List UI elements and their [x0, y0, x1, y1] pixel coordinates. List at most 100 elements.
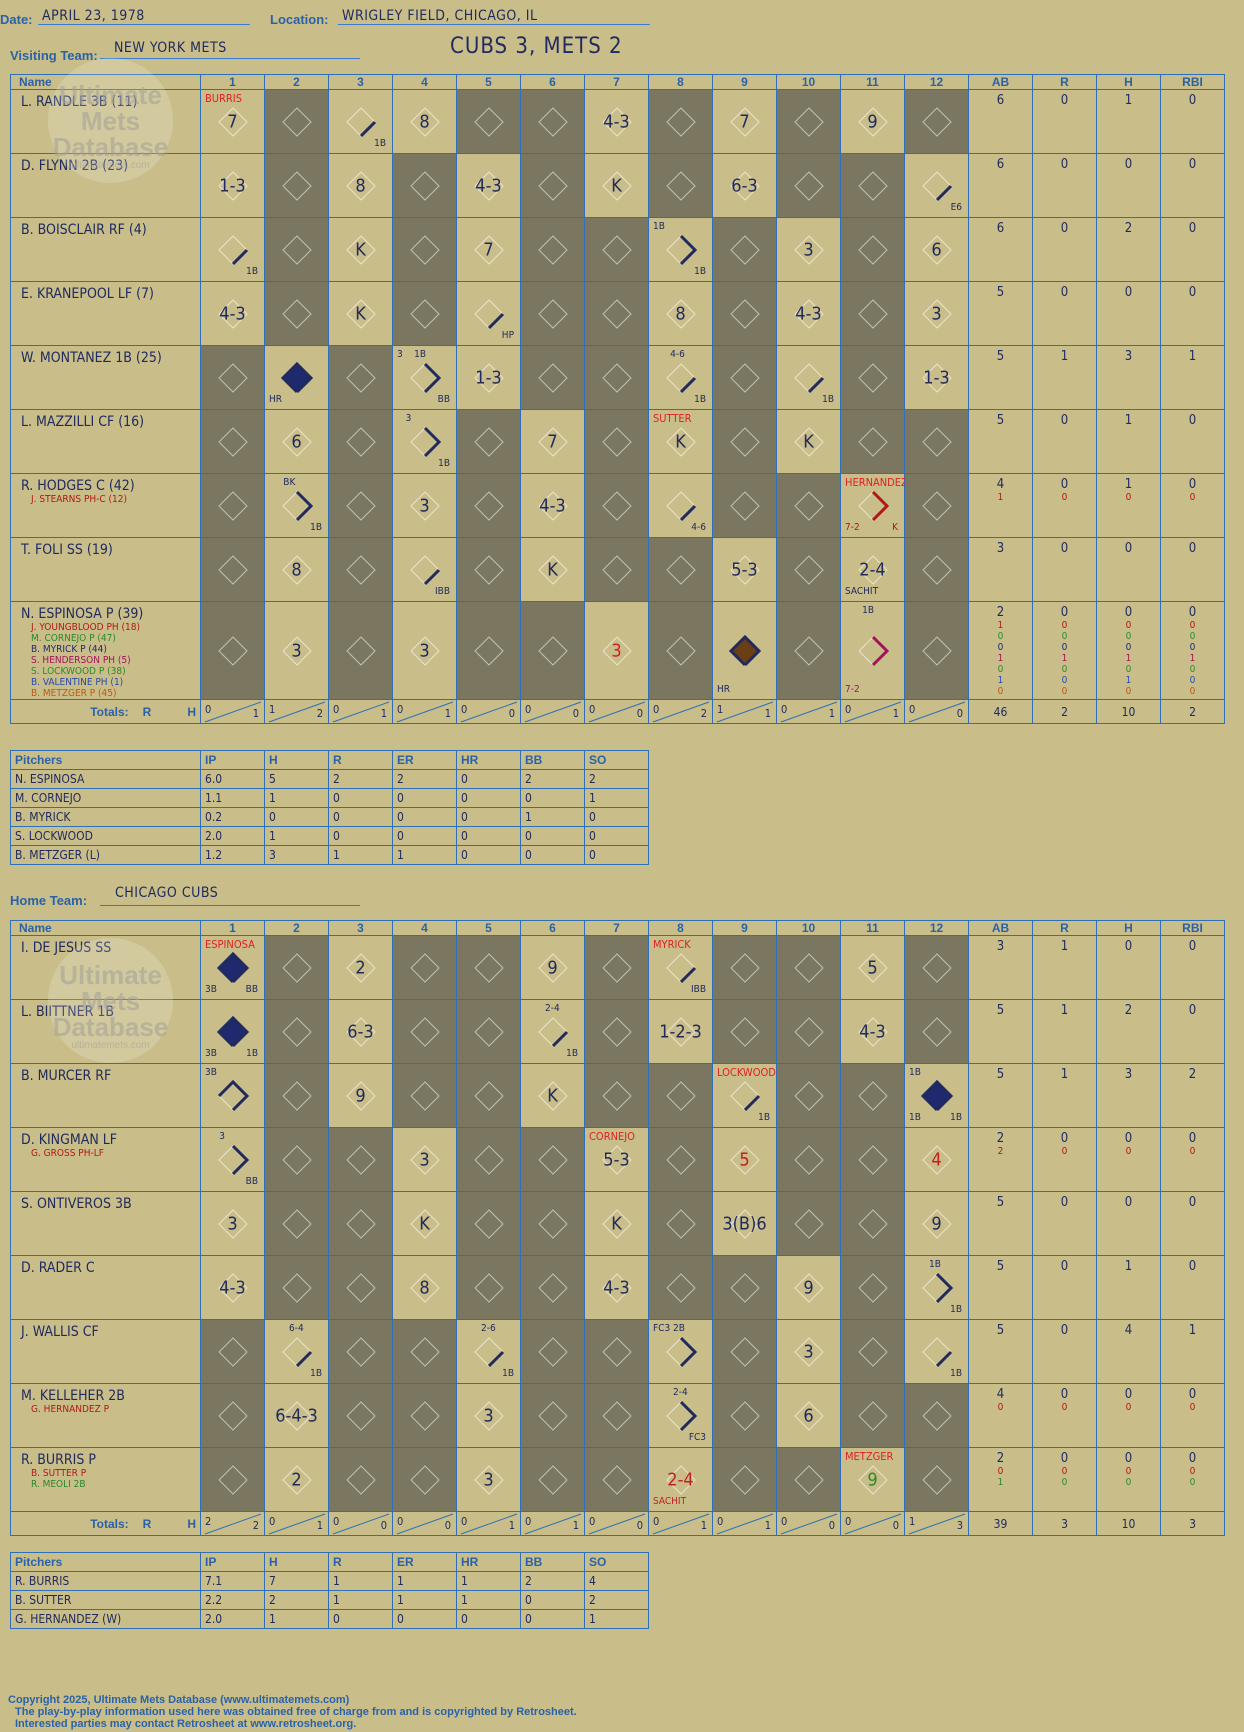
play-result: 2-4 [859, 559, 886, 580]
base-diamond-icon [537, 1400, 568, 1431]
inning-cell [712, 345, 777, 410]
inning-cell [456, 89, 521, 154]
play-annotation: 3 [205, 1131, 226, 1142]
base-diamond-icon [345, 1336, 376, 1367]
batter-name: D. KINGMAN LF [21, 1132, 118, 1148]
batter-stat-cell: 0 [1160, 281, 1225, 346]
base-diamond-icon [345, 106, 376, 137]
batter-stat-cell: 5 [968, 409, 1033, 474]
base-diamond-icon [793, 170, 824, 201]
play-annotation: 1B [653, 221, 665, 232]
base-diamond-icon [345, 952, 376, 983]
base-diamond-icon [601, 952, 632, 983]
inning-hits: 1 [764, 707, 771, 720]
play-result: 8 [675, 303, 686, 324]
batter-stat-cell: 3 [968, 537, 1033, 602]
batter-row: W. MONTANEZ 1B (25) HR 3 1B BB 1-3 4-6 1B 1B 1-… [10, 345, 1225, 410]
play-result: 7 [547, 431, 558, 452]
base-diamond-icon [793, 635, 824, 666]
inning-header: 4 [392, 920, 457, 936]
inning-hits: 0 [380, 1519, 387, 1532]
substitute-name: J. YOUNGBLOOD PH (18) [31, 622, 140, 633]
pitcher-stat: 0 [392, 826, 457, 846]
batter-row: D. RADER C 4-3 8 4-3 9 1B 1B 5 0 1 0 [10, 1255, 1225, 1320]
stat-value: 0 [1188, 1259, 1197, 1274]
inning-cell [776, 1127, 841, 1192]
inning-cell [328, 601, 393, 700]
inning-cell [712, 281, 777, 346]
base-diamond-icon [217, 1079, 249, 1111]
batter-name-cell: D. RADER C [10, 1255, 201, 1320]
base-diamond-icon [473, 1400, 504, 1431]
base-diamond-icon [729, 1400, 760, 1431]
inning-cell [456, 409, 521, 474]
stat-value: 5 [996, 1323, 1005, 1338]
stat-value: 2 [996, 1451, 1005, 1466]
slash-divider-icon [524, 701, 582, 723]
stat-value: 2 [996, 1131, 1005, 1146]
pitcher-name: G. HERNANDEZ (W) [10, 1609, 201, 1629]
batter-stat-cell: 3 [968, 935, 1033, 1000]
inning-header: 7 [584, 74, 649, 90]
inning-cell: 3 1B BB [392, 345, 457, 410]
inning-cell [712, 217, 777, 282]
inning-cell: 3 [392, 601, 457, 700]
inning-cell: 8 [264, 537, 329, 602]
stat-value: 0 [1188, 93, 1197, 108]
stat-value: 0 [1061, 675, 1068, 686]
inning-cell [648, 89, 713, 154]
pitcher-stat: 2.2 [200, 1590, 265, 1610]
pitcher-row: B. METZGER (L) 1.2 3 1 1 0 0 0 [10, 845, 649, 865]
slash-divider-icon [268, 701, 326, 723]
batter-name-cell: D. KINGMAN LF G. GROSS PH-LF [10, 1127, 201, 1192]
batter-stat-cell: 4 [1096, 1319, 1161, 1384]
play-result: 2 [291, 1469, 302, 1490]
inning-header: 11 [840, 920, 905, 936]
retrosheet-line: The play-by-play information used here w… [15, 1706, 577, 1718]
inning-cell [328, 1191, 393, 1256]
inning-cell [712, 1383, 777, 1448]
batter-row: T. FOLI SS (19) 8 IBB K 5-3 2-4 SACHIT 3 0 0 0 [10, 537, 1225, 602]
inning-runs: 0 [781, 703, 788, 716]
base-diamond-icon [409, 1016, 440, 1047]
base-diamond-icon [921, 362, 952, 393]
play-result: 4-3 [475, 175, 502, 196]
slash-divider-icon [908, 701, 966, 723]
stat-value: 4 [1124, 1323, 1133, 1338]
inning-header: 11 [840, 74, 905, 90]
inning-cell: BB 3B ESPINOSA [200, 935, 265, 1000]
base-diamond-icon [473, 234, 504, 265]
base-diamond-icon [281, 1400, 312, 1431]
inning-cell: 1B 1B [904, 1255, 969, 1320]
pitcher-stat: 0 [392, 788, 457, 808]
stat-value: 5 [996, 1259, 1005, 1274]
inning-cell [584, 217, 649, 282]
stat-value: 0 [1125, 620, 1132, 631]
stat-value: 3 [1124, 1067, 1133, 1082]
stat-value: 1 [1124, 1259, 1133, 1274]
inning-cell: 6 [904, 217, 969, 282]
inning-cell [328, 1447, 393, 1512]
base-diamond-icon [857, 1208, 888, 1239]
batter-name-cell: B. MURCER RF [10, 1063, 201, 1128]
base-diamond-icon [473, 426, 504, 457]
base-diamond-icon [217, 1336, 248, 1367]
play-result: 3 [483, 1405, 494, 1426]
play-result: 5 [867, 957, 878, 978]
inning-cell [264, 999, 329, 1064]
stat-value: 0 [1189, 675, 1196, 686]
stat-value: 2 [1124, 221, 1133, 236]
base-diamond-icon [409, 1272, 440, 1303]
inning-cell: 4-3 [584, 89, 649, 154]
base-diamond-icon [473, 490, 504, 521]
stat-value: 0 [1188, 413, 1197, 428]
inning-cell: 1B 1B [648, 217, 713, 282]
pitcher-stat-header: H [264, 750, 329, 770]
play-result: 7 [227, 111, 238, 132]
inning-cell [840, 1191, 905, 1256]
